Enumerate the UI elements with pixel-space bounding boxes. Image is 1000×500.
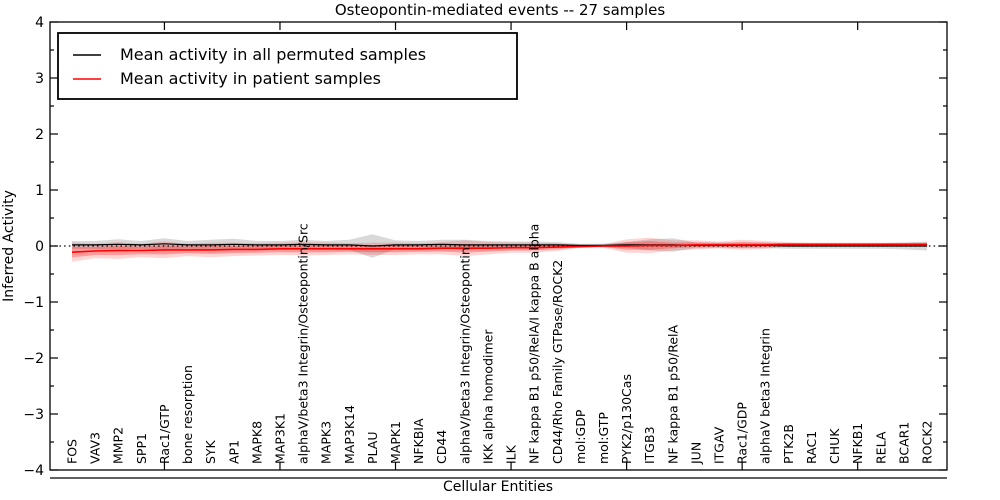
entity-label: Rac1/GDP <box>735 402 750 464</box>
legend: Mean activity in all permuted samples Me… <box>57 32 518 100</box>
entity-label: PTK2B <box>781 424 796 464</box>
entity-label: IKK alpha homodimer <box>480 329 495 464</box>
entity-label: SYK <box>203 439 218 464</box>
legend-box <box>57 32 518 100</box>
y-tick-label: −4 <box>23 463 44 479</box>
entity-label: CD44/Rho Family GTPase/ROCK2 <box>550 260 565 464</box>
entity-label: CD44 <box>434 430 449 464</box>
y-tick-label: 4 <box>35 15 44 31</box>
y-tick-label: −2 <box>23 351 44 367</box>
legend-permuted-label: Mean activity in all permuted samples <box>120 45 426 64</box>
y-tick-label: 3 <box>35 71 44 87</box>
entity-label: PYK2/p130Cas <box>619 374 634 464</box>
entity-label: MMP2 <box>111 427 126 464</box>
plot-content: −4 −3 −2 −1 0 1 2 3 4 FOS VAV3 MMP2 SPP1 Rac1/GTP bone… <box>23 15 947 479</box>
entity-label: alphaV/beta3 Integrin/Osteopontin/Src <box>296 223 311 464</box>
entity-label: NF kappa B1 p50/RelA <box>665 324 680 464</box>
entity-label: MAP3K1 <box>272 413 287 464</box>
entity-label: ROCK2 <box>920 421 935 464</box>
entity-label: RELA <box>873 431 888 464</box>
y-tick-label: −3 <box>23 407 44 423</box>
x-axis-label: Cellular Entities <box>443 479 553 495</box>
entity-label: NF kappa B1 p50/RelA/I kappa B alpha <box>527 224 542 464</box>
entity-label: Rac1/GTP <box>157 404 172 464</box>
entity-label: JUN <box>688 442 703 465</box>
entity-label: SPP1 <box>134 433 149 464</box>
chart-title: Osteopontin-mediated events -- 27 sample… <box>335 1 665 19</box>
entity-label: bone resorption <box>180 365 195 464</box>
entity-label: ILK <box>504 444 519 464</box>
entity-label: VAV3 <box>88 432 103 464</box>
entity-label: AP1 <box>226 440 241 464</box>
entity-label: MAP3K14 <box>342 405 357 464</box>
entity-label: alphaV/beta3 Integrin/Osteopontin <box>457 247 472 464</box>
entity-label: ITGB3 <box>642 426 657 464</box>
entity-label: MAPK8 <box>249 421 264 464</box>
permuted-mean-line <box>72 243 927 247</box>
y-axis-label: Inferred Activity <box>1 190 17 302</box>
entity-label: RAC1 <box>804 431 819 464</box>
entity-label: alphaV beta3 Integrin <box>758 328 773 464</box>
entity-label: PLAU <box>365 432 380 465</box>
entity-label: mol:GDP <box>573 409 588 464</box>
plot-border <box>49 21 948 471</box>
y-tick-label: 1 <box>35 183 44 199</box>
entity-label: FOS <box>65 439 80 464</box>
entity-label: mol:GTP <box>596 412 611 464</box>
entity-label: NFKB1 <box>850 423 865 464</box>
y-tick-label: −1 <box>23 295 44 311</box>
entity-label: MAPK3 <box>319 421 334 464</box>
entity-label: NFKBIA <box>411 418 426 464</box>
y-tick-label: 0 <box>35 239 44 255</box>
y-tick-label: 2 <box>35 127 44 143</box>
patient-mean-line <box>71 243 927 253</box>
patient-band-outer <box>72 237 927 262</box>
permuted-band <box>72 234 927 258</box>
entity-label: BCAR1 <box>896 422 911 464</box>
legend-patient-label: Mean activity in patient samples <box>120 69 381 88</box>
entity-label: MAPK1 <box>388 421 403 464</box>
entity-label: ITGAV <box>712 426 727 464</box>
entity-label: CHUK <box>827 428 842 464</box>
